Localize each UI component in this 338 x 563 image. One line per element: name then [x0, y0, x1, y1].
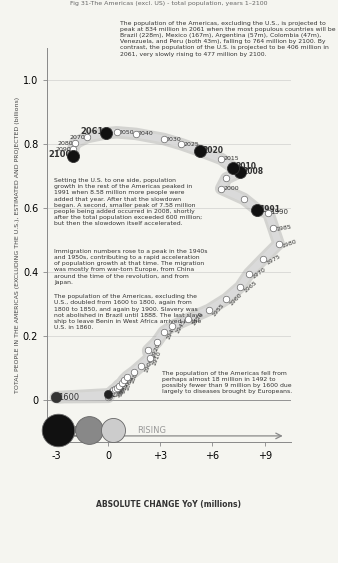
Point	[71, 145, 76, 154]
Point	[206, 305, 212, 314]
Point	[108, 388, 114, 397]
Text: 2000: 2000	[223, 186, 239, 191]
Point	[106, 391, 112, 400]
Text: 2070: 2070	[69, 135, 85, 140]
Text: 2015: 2015	[223, 157, 239, 162]
Point	[218, 154, 224, 163]
Text: 1830: 1830	[117, 381, 127, 397]
Text: 2025: 2025	[183, 142, 199, 146]
Point	[55, 425, 60, 434]
Point	[111, 386, 116, 395]
Text: 1980: 1980	[281, 239, 297, 249]
Point	[145, 346, 151, 355]
Point	[131, 367, 137, 376]
Point	[224, 294, 229, 303]
Text: 1850: 1850	[121, 378, 130, 394]
Text: 2061: 2061	[80, 127, 104, 136]
Point	[121, 376, 126, 385]
Point	[218, 184, 224, 193]
Text: 2090: 2090	[55, 147, 71, 152]
Text: Setting the U.S. to one side, population
growth in the rest of the Americas peak: Setting the U.S. to one side, population…	[54, 178, 203, 226]
Text: 1840: 1840	[119, 379, 128, 396]
Point	[114, 128, 119, 137]
Text: 2050: 2050	[119, 130, 135, 135]
Text: 1880: 1880	[129, 369, 140, 385]
Point	[276, 239, 281, 248]
Point	[241, 194, 246, 203]
Point	[238, 282, 243, 291]
Point	[260, 255, 266, 264]
Text: The population of the Americas, excluding the
U.S., doubled from 1600 to 1800, a: The population of the Americas, excludin…	[54, 294, 203, 330]
Text: 2010: 2010	[236, 162, 257, 171]
Point	[106, 392, 112, 401]
Point	[237, 167, 243, 176]
Point	[246, 269, 252, 278]
Point	[154, 337, 160, 346]
Point	[84, 133, 90, 142]
Text: 1: 1	[110, 390, 115, 399]
Point	[265, 208, 271, 217]
Text: FALLING: FALLING	[51, 426, 89, 435]
Text: 1600: 1600	[58, 393, 79, 402]
Text: 1960: 1960	[228, 292, 243, 306]
Point	[116, 381, 121, 390]
Text: 1965: 1965	[242, 280, 258, 294]
Text: 2080: 2080	[57, 141, 73, 146]
Point	[112, 385, 118, 394]
Text: 1991: 1991	[260, 204, 281, 213]
Y-axis label: TOTAL PEOPLE IN THE AMERICAS (EXCLUDING THE U.S.), ESTIMATED AND PROJECTED (bill: TOTAL PEOPLE IN THE AMERICAS (EXCLUDING …	[15, 97, 20, 393]
Text: 1900: 1900	[143, 358, 154, 374]
Text: 1860: 1860	[124, 375, 134, 391]
Point	[255, 205, 260, 215]
Text: 2020: 2020	[202, 146, 223, 155]
Point	[105, 390, 111, 399]
Text: The population of the Americas fell from
perhaps almost 18 million in 1492 to
po: The population of the Americas fell from…	[162, 371, 292, 395]
Point	[224, 174, 229, 183]
Point	[133, 129, 139, 138]
Text: 1820: 1820	[115, 382, 125, 399]
Point	[178, 140, 184, 149]
Point	[72, 138, 78, 148]
Point	[71, 151, 76, 160]
Text: 2030: 2030	[166, 136, 182, 141]
Point	[170, 321, 175, 330]
Text: 1970: 1970	[251, 267, 267, 280]
Point	[111, 425, 116, 434]
Text: Immigration numbers rose to a peak in the 1940s
and 1950s, contributing to a rap: Immigration numbers rose to a peak in th…	[54, 249, 208, 285]
Point	[231, 163, 236, 172]
Point	[198, 146, 203, 155]
Point	[105, 392, 111, 401]
Point	[186, 315, 191, 324]
Point	[105, 390, 111, 399]
Point	[124, 372, 130, 381]
Point	[139, 361, 144, 370]
Point	[147, 354, 152, 363]
Text: 1985: 1985	[275, 224, 292, 232]
Point	[86, 425, 92, 434]
Point	[104, 129, 109, 138]
X-axis label: ABSOLUTE CHANGE YoY (millions): ABSOLUTE CHANGE YoY (millions)	[96, 499, 241, 508]
Text: 2040: 2040	[138, 131, 154, 136]
Text: 1950: 1950	[191, 311, 204, 327]
Point	[161, 328, 166, 337]
Point	[53, 393, 58, 402]
Text: 2008: 2008	[242, 167, 263, 176]
Text: 1955: 1955	[211, 302, 225, 318]
Text: 1975: 1975	[265, 253, 281, 265]
Text: The population of the Americas, excluding the U.S., is projected to
peak at 834 : The population of the Americas, excludin…	[120, 21, 336, 57]
Text: 1940: 1940	[166, 324, 177, 340]
Point	[161, 135, 166, 144]
Text: RISING: RISING	[137, 426, 166, 435]
Text: 2100: 2100	[48, 150, 71, 159]
Point	[119, 379, 125, 388]
Text: 1990: 1990	[270, 209, 288, 215]
Point	[114, 383, 119, 392]
Text: 1945: 1945	[175, 318, 187, 334]
Point	[271, 224, 276, 233]
Text: 1910: 1910	[152, 350, 162, 366]
Text: 1920: 1920	[150, 342, 161, 359]
Text: Fig 31-The Americas (excl. US) - total population, years 1–2100: Fig 31-The Americas (excl. US) - total p…	[70, 1, 268, 6]
